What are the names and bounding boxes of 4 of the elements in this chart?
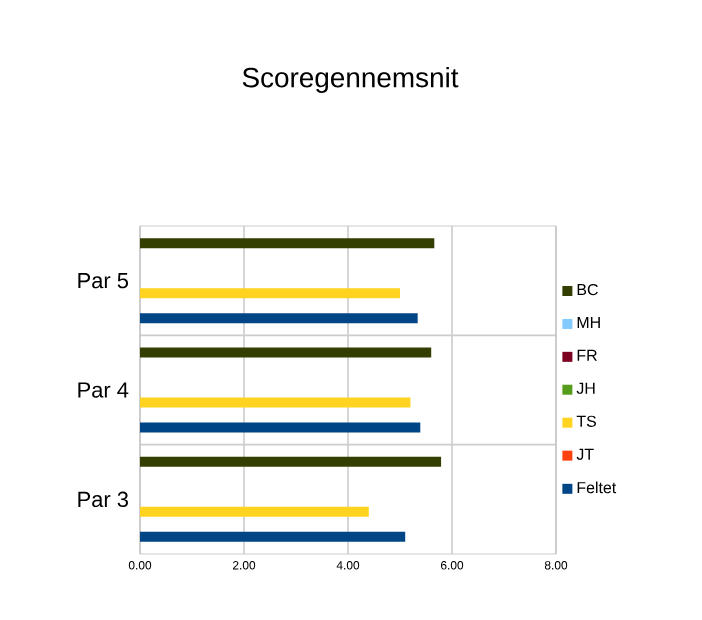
y-tick-label: Par 3 [78, 491, 128, 508]
y-tick-label: Par 5 [78, 273, 128, 289]
y-tick-label: Par 4 [78, 382, 129, 398]
chart-title: Scoregennemsnit [242, 66, 459, 93]
